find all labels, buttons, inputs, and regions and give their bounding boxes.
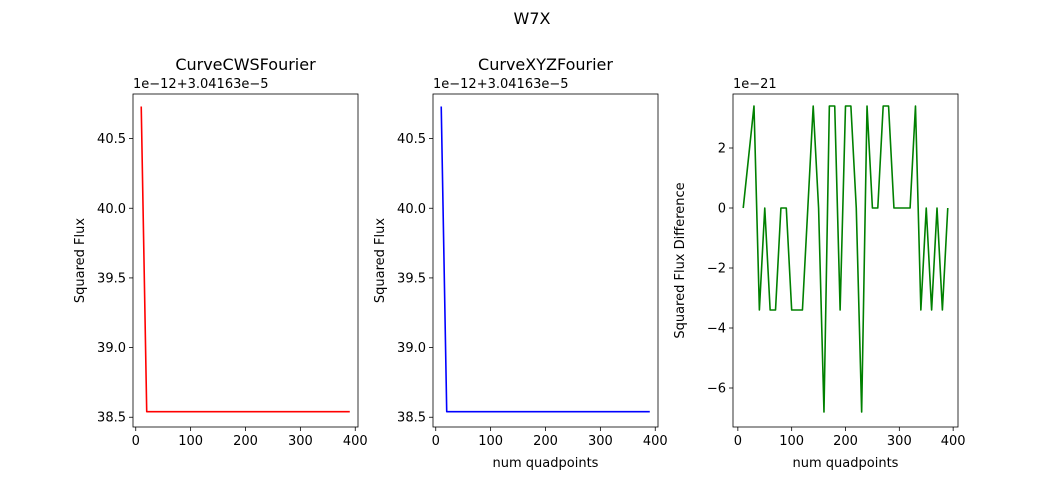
y-tick-label: 38.5 [397,411,426,426]
chart-title: CurveCWSFourier [175,55,316,74]
y-tick-label: 40.5 [397,132,426,147]
x-tick-label: 0 [734,434,742,449]
x-tick-label: 100 [478,434,503,449]
y-axis-label: Squared Flux [373,218,388,303]
y-tick-label: 39.5 [397,271,426,286]
y-tick-label: 0 [718,202,726,217]
x-tick-label: 300 [588,434,613,449]
y-axis-label: Squared Flux Difference [673,182,688,338]
y-tick-label: 39.0 [397,341,426,356]
series-line-1 [742,105,949,413]
y-tick-label: 39.0 [97,341,126,356]
chart-panel-1: 0 100 200 300 400 38.5 39.0 39.5 40.0 40.5 1e−12+3… [73,55,368,449]
chart-panel-3: 0 100 200 300 400 −6 −4 −2 0 2 1e−21 num quadpoints… [673,77,966,471]
y-tick-label: 2 [718,142,726,157]
x-tick-label: 400 [343,434,368,449]
x-tick-label: 100 [779,434,804,449]
chart-title: CurveXYZFourier [478,55,613,74]
y-tick-label: −2 [707,262,726,277]
x-tick-label: 200 [533,434,558,449]
y-tick-label: 40.0 [97,202,126,217]
axes-frame [432,93,659,428]
x-tick-label: 400 [643,434,668,449]
chart-panel-2: 0 100 200 300 400 38.5 39.0 39.5 40.0 40.5 1e−12+3… [373,55,668,471]
x-axis-label: num quadpoints [793,456,899,471]
y-offset-text: 1e−12+3.04163e−5 [133,77,269,92]
y-offset-text: 1e−12+3.04163e−5 [433,77,569,92]
series-line-1 [440,106,650,413]
x-tick-label: 300 [288,434,313,449]
x-tick-label: 400 [941,434,966,449]
x-axis-label: num quadpoints [493,456,599,471]
x-tick-label: 0 [432,434,440,449]
axes-frame [132,93,359,428]
x-tick-label: 200 [233,434,258,449]
x-tick-label: 300 [887,434,912,449]
y-tick-label: 40.5 [97,132,126,147]
series-line-1 [140,106,350,413]
y-tick-label: −6 [707,382,726,397]
figure-suptitle: W7X [514,9,551,28]
y-tick-label: 39.5 [97,271,126,286]
y-axis-label: Squared Flux [73,218,88,303]
y-tick-label: 38.5 [97,411,126,426]
y-offset-text: 1e−21 [733,77,777,92]
x-tick-label: 0 [132,434,140,449]
y-tick-label: −4 [707,322,726,337]
y-tick-label: 40.0 [397,202,426,217]
x-tick-label: 100 [178,434,203,449]
x-tick-label: 200 [833,434,858,449]
